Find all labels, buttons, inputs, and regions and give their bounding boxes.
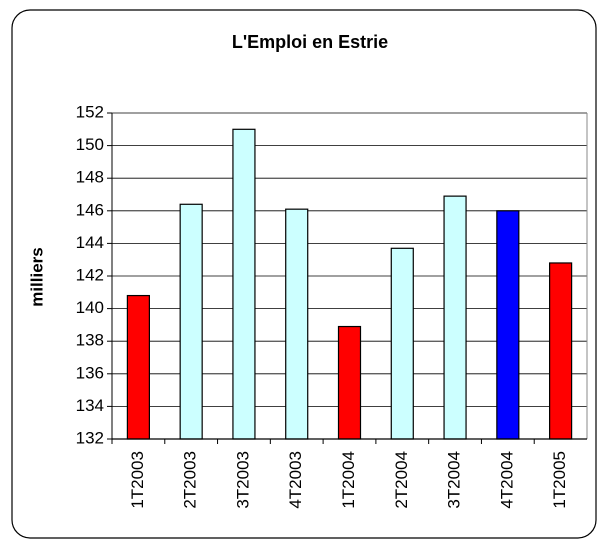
bar — [126, 294, 150, 440]
y-tick-label: 150 — [76, 135, 104, 154]
y-tick-label: 146 — [76, 200, 104, 219]
x-tick-label: 2T2003 — [181, 451, 200, 509]
y-tick-label: 152 — [76, 102, 104, 121]
y-tick-label: 140 — [76, 298, 104, 317]
y-tick-label: 142 — [76, 265, 104, 284]
y-tick-label: 138 — [76, 331, 104, 350]
chart-title: L'Emploi en Estrie — [232, 32, 388, 52]
y-tick-label: 136 — [76, 363, 104, 382]
x-tick-label: 3T2004 — [445, 451, 464, 509]
x-tick-label: 2T2004 — [392, 451, 411, 509]
bar — [232, 128, 256, 440]
y-axis-label: milliers — [27, 247, 46, 307]
x-tick-label: 1T2003 — [128, 451, 147, 509]
bar — [496, 210, 520, 440]
bar — [443, 195, 467, 440]
x-tick-label: 4T2004 — [497, 451, 516, 509]
x-tick-label: 3T2003 — [233, 451, 252, 509]
x-tick-label: 1T2004 — [339, 451, 358, 509]
y-tick-label: 148 — [76, 168, 104, 187]
bar — [337, 325, 362, 440]
x-tick-label: 1T2005 — [550, 451, 569, 509]
bar — [549, 262, 573, 440]
y-tick-label: 132 — [76, 428, 104, 447]
bar — [179, 203, 203, 440]
bar — [285, 208, 309, 440]
y-tick-label: 134 — [76, 396, 104, 415]
bar — [390, 247, 414, 440]
y-tick-label: 144 — [76, 233, 104, 252]
x-tick-label: 4T2003 — [286, 451, 305, 509]
